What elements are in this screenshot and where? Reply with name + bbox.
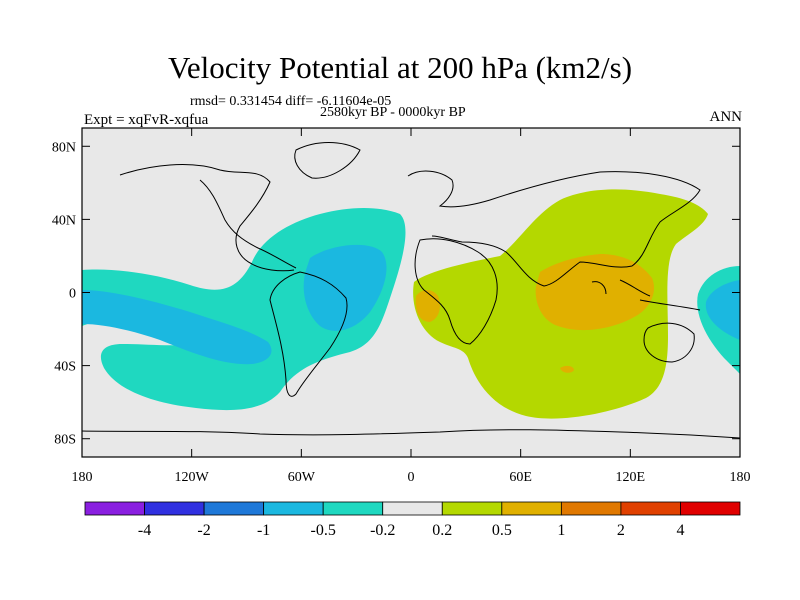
lon-tick-label: 180 [72,470,93,485]
stats-line: rmsd= 0.331454 diff= -6.11604e-05 [190,94,392,109]
plot-title: Velocity Potential at 200 hPa (km2/s) [167,50,633,85]
lon-tick-label: 60E [509,470,532,485]
colorbar-swatch [620,501,681,516]
lat-tick-label: 0 [69,287,76,302]
experiment-label: Expt = xqFvR-xqfua [84,112,209,128]
colorbar-label: -4 [138,522,151,539]
season-label: ANN [709,109,743,125]
colorbar-swatch [560,501,622,516]
longitude-axis: 180 120W 60W 0 60E 120E 180 [72,128,751,485]
contour-pos05-indian-ocean [535,254,655,331]
contour-pos05-south-indian [560,365,574,373]
period-label: 2580kyr BP - 0000kyr BP [320,105,466,120]
colorbar: -4 -2 -1 -0.5 -0.2 0.2 0.5 1 2 4 [84,501,741,539]
latitude-axis: 80N 40N 0 40S 80S [52,140,740,448]
coastlines [82,142,740,439]
lat-tick-label: 80N [52,140,76,155]
lat-tick-label: 40N [52,213,76,228]
colorbar-label: -0.5 [311,522,336,539]
contour-neg05-south-america [303,244,387,331]
lat-tick-label: 80S [54,433,76,448]
lon-tick-label: 0 [408,470,415,485]
colorbar-label: 1 [557,522,565,539]
colorbar-swatch [501,501,562,516]
colorbar-swatch [144,501,205,516]
colorbar-label: 0.5 [492,522,512,539]
colorbar-label: 2 [617,522,625,539]
lon-tick-label: 120W [175,470,210,485]
colorbar-swatch [203,501,265,516]
colorbar-swatch [263,501,324,516]
lon-tick-label: 60W [288,470,316,485]
colorbar-label: 0.2 [432,522,452,539]
lat-tick-label: 40S [54,360,76,375]
lon-tick-label: 120E [616,470,646,485]
lon-tick-label: 180 [730,470,751,485]
colorbar-swatch [680,501,741,516]
colorbar-swatch [84,501,145,516]
colorbar-swatch [322,501,384,516]
colorbar-label: -0.2 [370,522,395,539]
colorbar-label: -2 [197,522,210,539]
map-panel [82,128,740,457]
contour-neg05-pacific [82,290,272,365]
contour-neg05-west-pacific [705,280,740,340]
colorbar-label: -1 [257,522,270,539]
colorbar-label: 4 [676,522,684,539]
colorbar-swatch [382,501,443,516]
colorbar-swatch [441,501,503,516]
